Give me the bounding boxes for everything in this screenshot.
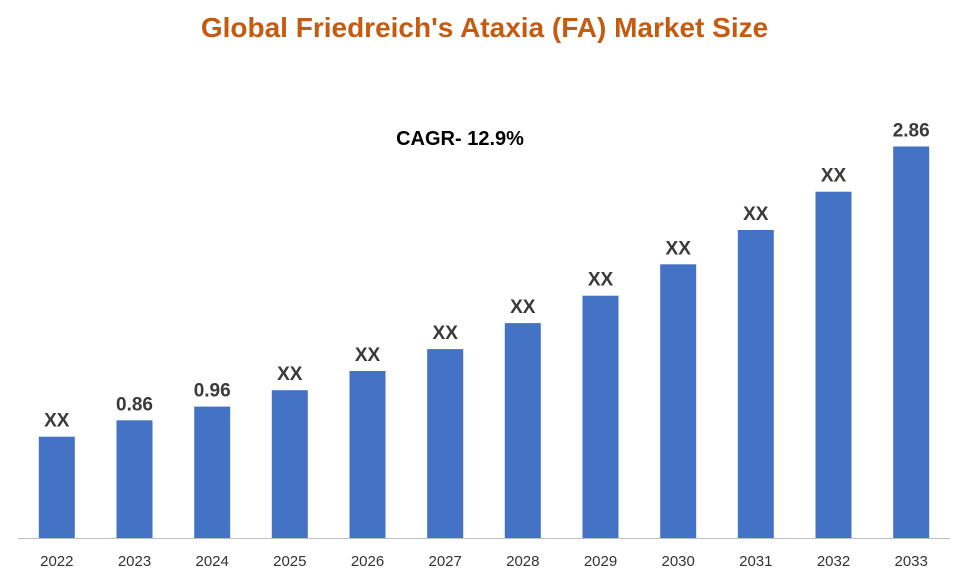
bar-2023 xyxy=(116,420,153,538)
x-tick-label-2033: 2033 xyxy=(895,553,928,570)
bar-2026 xyxy=(349,371,386,538)
cagr-annotation: CAGR- 12.9% xyxy=(396,128,524,150)
x-tick-label-2028: 2028 xyxy=(506,553,539,570)
x-tick-label-2029: 2029 xyxy=(584,553,617,570)
data-label-2022: XX xyxy=(44,411,70,432)
x-tick-label-2023: 2023 xyxy=(118,553,151,570)
x-tick-label-2022: 2022 xyxy=(40,553,73,570)
data-labels-group: XX 0.86 0.96 XX XX XX XX XX XX XX XX 2.86 xyxy=(44,121,930,432)
bar-2030 xyxy=(660,264,697,539)
bar-2033 xyxy=(893,146,930,538)
chart-title: Global Friedreich's Ataxia (FA) Market S… xyxy=(200,12,769,43)
x-tick-label-2024: 2024 xyxy=(196,553,229,570)
bar-2029 xyxy=(582,295,619,538)
data-label-2030: XX xyxy=(666,238,692,259)
bar-2022 xyxy=(38,436,75,538)
x-tick-labels-group: 2022 2023 2024 2025 2026 2027 2028 2029 2030 2031… xyxy=(40,553,928,570)
bar-2027 xyxy=(427,349,464,538)
bar-2031 xyxy=(737,230,774,538)
data-label-2029: XX xyxy=(588,270,614,291)
data-label-2028: XX xyxy=(510,297,536,318)
data-label-2027: XX xyxy=(433,323,459,344)
data-label-2025: XX xyxy=(277,364,303,385)
data-label-2024: 0.96 xyxy=(194,381,231,402)
x-tick-label-2026: 2026 xyxy=(351,553,384,570)
data-label-2031: XX xyxy=(743,204,769,225)
data-label-2026: XX xyxy=(355,345,381,366)
x-tick-label-2025: 2025 xyxy=(273,553,306,570)
bar-2032 xyxy=(815,191,852,538)
x-tick-label-2030: 2030 xyxy=(662,553,695,570)
x-tick-label-2032: 2032 xyxy=(817,553,850,570)
bars-group xyxy=(38,146,930,539)
x-tick-label-2031: 2031 xyxy=(739,553,772,570)
bar-2024 xyxy=(194,406,231,538)
bar-2025 xyxy=(271,390,308,538)
bar-2028 xyxy=(504,323,541,538)
data-label-2032: XX xyxy=(821,166,847,187)
data-label-2033: 2.86 xyxy=(893,121,930,142)
data-label-2023: 0.86 xyxy=(116,394,153,415)
x-tick-label-2027: 2027 xyxy=(429,553,462,570)
